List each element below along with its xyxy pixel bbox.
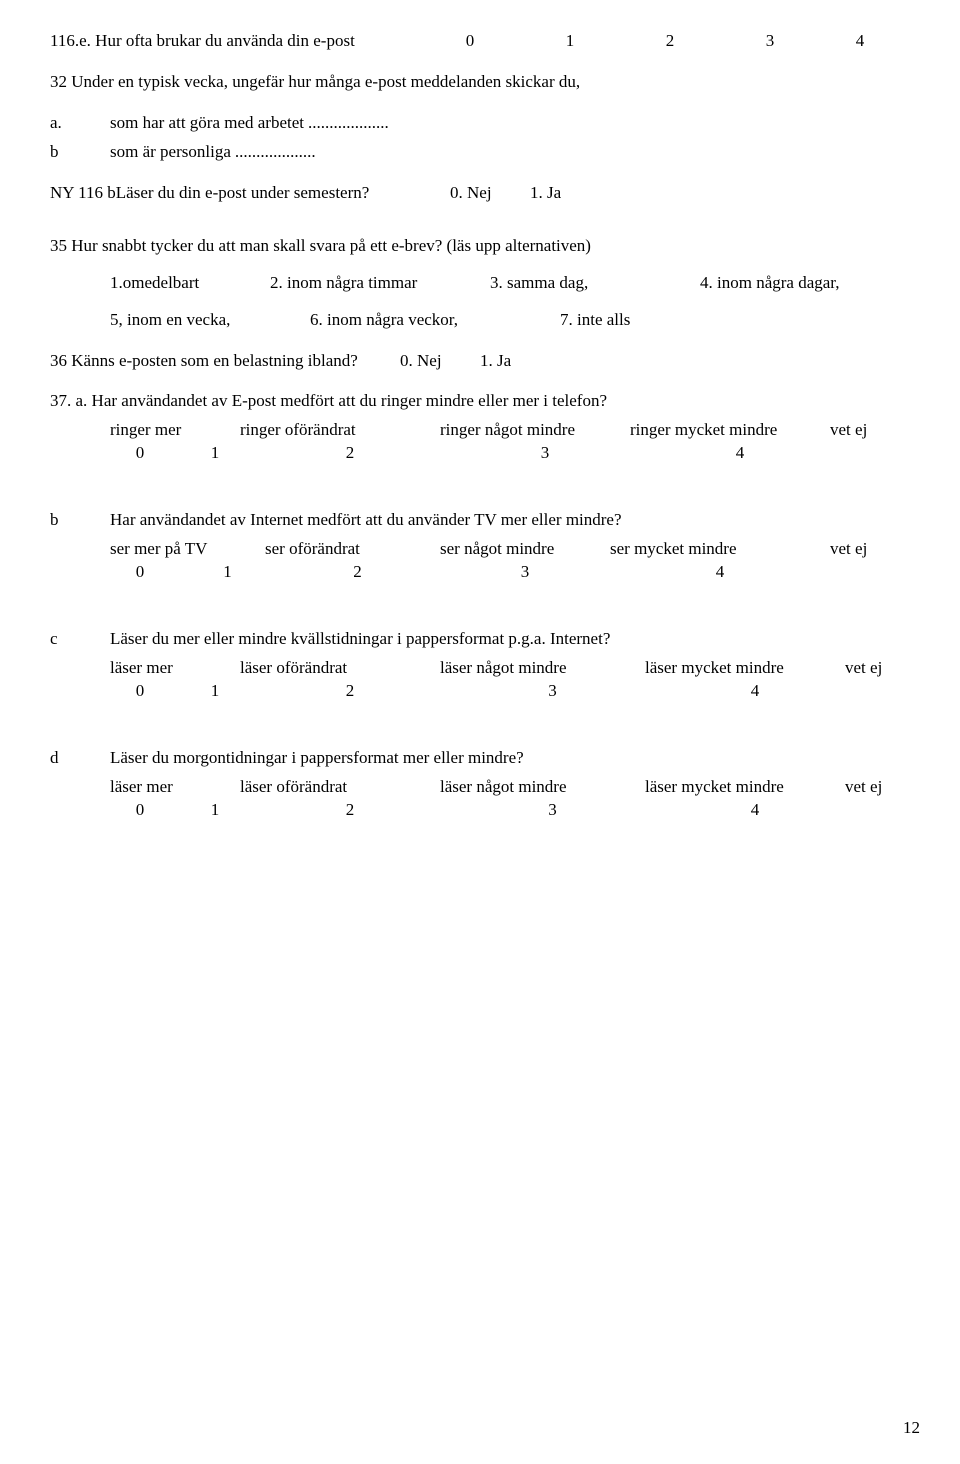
q37d-s4: 4: [655, 799, 855, 822]
q37d-label-row: d Läser du morgontidningar i pappersform…: [50, 747, 920, 770]
q37b-label: Har användandet av Internet medfört att …: [110, 509, 622, 532]
q37b-h3: ser mycket mindre: [610, 538, 830, 561]
q37d-h1: läser oförändrat: [240, 776, 440, 799]
q37a-label: 37. a. Har användandet av E-post medfört…: [50, 390, 920, 413]
q32-b-dots: ...................: [235, 141, 316, 164]
q116e-scale-1: 1: [520, 30, 620, 53]
q37d-scale: 0 1 2 3 4: [110, 799, 920, 822]
q116e-scale-4: 4: [820, 30, 900, 53]
q37a-h1: ringer oförändrat: [240, 419, 440, 442]
q37d-h0: läser mer: [110, 776, 240, 799]
q36-row: 36 Känns e-posten som en belastning ibla…: [50, 350, 920, 373]
q37d-h3: läser mycket mindre: [645, 776, 845, 799]
q32-b-text: som är personliga: [110, 141, 231, 164]
q32-a-row: a. som har att göra med arbetet ........…: [50, 112, 920, 135]
q37c-s4: 4: [655, 680, 855, 703]
q35-r1-3: 4. inom några dagar,: [700, 272, 840, 295]
q35-r2-1: 6. inom några veckor,: [310, 309, 560, 332]
q37d-h2: läser något mindre: [440, 776, 645, 799]
q37c-label-row: c Läser du mer eller mindre kvällstidnin…: [50, 628, 920, 651]
q35-r1-0: 1.omedelbart: [110, 272, 270, 295]
q37b-headers: ser mer på TV ser oförändrat ser något m…: [110, 538, 920, 561]
q37d-s2: 2: [250, 799, 450, 822]
q37c-scale: 0 1 2 3 4: [110, 680, 920, 703]
q116e-scale-2: 2: [620, 30, 720, 53]
q35-row1: 1.omedelbart 2. inom några timmar 3. sam…: [110, 272, 920, 295]
q37b-s4: 4: [610, 561, 830, 584]
q37c-s3: 3: [450, 680, 655, 703]
q37d-label: Läser du morgontidningar i pappersformat…: [110, 747, 524, 770]
q37b-h2: ser något mindre: [440, 538, 610, 561]
q37a-s4: 4: [640, 442, 840, 465]
q37a-s0: 0: [110, 442, 170, 465]
q37d-h4: vet ej: [845, 776, 882, 799]
q37c-headers: läser mer läser oförändrat läser något m…: [110, 657, 920, 680]
q36-label: 36 Känns e-posten som en belastning ibla…: [50, 350, 400, 373]
q32-label: 32 Under en typisk vecka, ungefär hur må…: [50, 71, 920, 94]
q37c-h4: vet ej: [845, 657, 882, 680]
q35-r1-2: 3. samma dag,: [490, 272, 700, 295]
q37b-h4: vet ej: [830, 538, 867, 561]
ny116b-label: NY 116 bLäser du din e-post under semest…: [50, 182, 450, 205]
q37a-s3: 3: [450, 442, 640, 465]
q37c-key: c: [50, 628, 110, 651]
q116e-row: 116.e. Hur ofta brukar du använda din e-…: [50, 30, 920, 53]
q37c-s2: 2: [250, 680, 450, 703]
q116e-scale-3: 3: [720, 30, 820, 53]
q116e-scale-0: 0: [420, 30, 520, 53]
q32-b-key: b: [50, 141, 110, 164]
q37b-key: b: [50, 509, 110, 532]
q37c-h2: läser något mindre: [440, 657, 645, 680]
q37c-h0: läser mer: [110, 657, 240, 680]
q32-b-row: b som är personliga ...................: [50, 141, 920, 164]
q37d-s1: 1: [180, 799, 250, 822]
q37c-s1: 1: [180, 680, 250, 703]
q37b-s2: 2: [275, 561, 440, 584]
q35-label: 35 Hur snabbt tycker du att man skall sv…: [50, 235, 920, 258]
q37b-h1: ser oförändrat: [265, 538, 440, 561]
q37b-scale: 0 1 2 3 4: [110, 561, 920, 584]
q32-a-dots: ...................: [308, 112, 389, 135]
q37a-scale: 0 1 2 3 4: [110, 442, 920, 465]
q35-r2-0: 5, inom en vecka,: [110, 309, 310, 332]
q37a-s1: 1: [180, 442, 250, 465]
q35-row2: 5, inom en vecka, 6. inom några veckor, …: [110, 309, 920, 332]
q37d-s3: 3: [450, 799, 655, 822]
q37b-label-row: b Har användandet av Internet medfört at…: [50, 509, 920, 532]
page-number: 12: [903, 1417, 920, 1440]
ny116b-row: NY 116 bLäser du din e-post under semest…: [50, 182, 920, 205]
q37a-h0: ringer mer: [110, 419, 240, 442]
q37b-s0: 0: [110, 561, 170, 584]
q37a-headers: ringer mer ringer oförändrat ringer någo…: [110, 419, 920, 442]
q37c-s0: 0: [110, 680, 170, 703]
q37d-headers: läser mer läser oförändrat läser något m…: [110, 776, 920, 799]
q37a-h3: ringer mycket mindre: [630, 419, 830, 442]
q37b-s3: 3: [440, 561, 610, 584]
q37b-s1: 1: [180, 561, 275, 584]
q37a-h2: ringer något mindre: [440, 419, 630, 442]
q36-opt1: 1. Ja: [480, 350, 511, 373]
q37c-h3: läser mycket mindre: [645, 657, 845, 680]
q37b-h0: ser mer på TV: [110, 538, 265, 561]
ny116b-opt0: 0. Nej: [450, 182, 530, 205]
q37d-key: d: [50, 747, 110, 770]
q35-r2-2: 7. inte alls: [560, 309, 630, 332]
q37d-s0: 0: [110, 799, 170, 822]
ny116b-opt1: 1. Ja: [530, 182, 561, 205]
q35-r1-1: 2. inom några timmar: [270, 272, 490, 295]
q36-opt0: 0. Nej: [400, 350, 480, 373]
q37c-label: Läser du mer eller mindre kvällstidninga…: [110, 628, 610, 651]
q37a-h4: vet ej: [830, 419, 867, 442]
q37c-h1: läser oförändrat: [240, 657, 440, 680]
q116e-label: 116.e. Hur ofta brukar du använda din e-…: [50, 30, 420, 53]
q37a-s2: 2: [250, 442, 450, 465]
q32-a-key: a.: [50, 112, 110, 135]
q32-a-text: som har att göra med arbetet: [110, 112, 304, 135]
